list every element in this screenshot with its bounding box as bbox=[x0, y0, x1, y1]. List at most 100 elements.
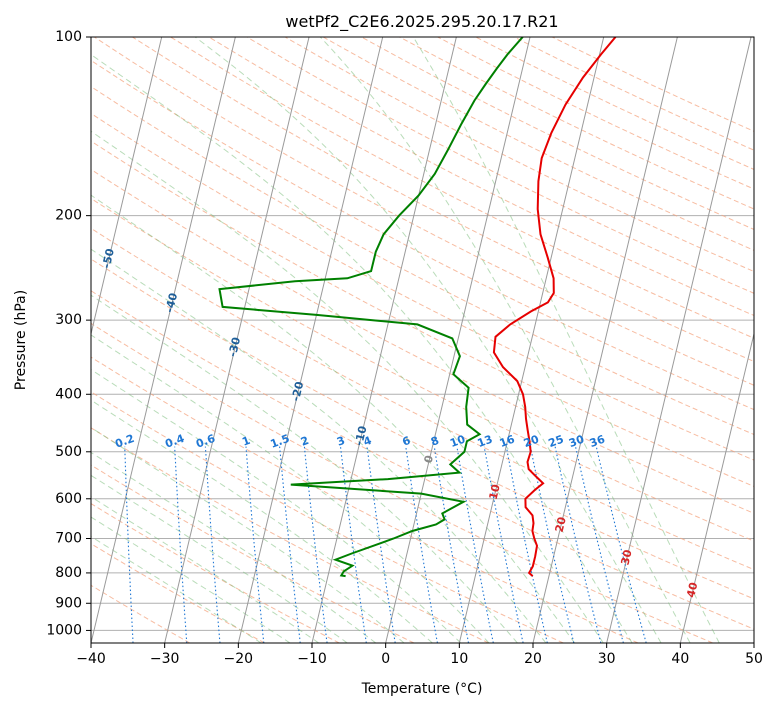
isotherm-line bbox=[237, 37, 384, 643]
mixing-ratio-label: 2 bbox=[299, 434, 311, 449]
moist-adiabat bbox=[91, 516, 291, 643]
isotherm-label: -30 bbox=[226, 336, 243, 359]
mixing-ratio-line bbox=[204, 446, 221, 643]
isotherm-label: 30 bbox=[618, 548, 634, 566]
mixing-ratio-line bbox=[366, 446, 396, 643]
isotherm-label: -20 bbox=[289, 380, 306, 403]
isotherm-label: -10 bbox=[352, 424, 369, 447]
isotherm-line bbox=[606, 37, 752, 643]
moist-adiabat bbox=[319, 37, 691, 643]
dry-adiabat bbox=[91, 464, 415, 643]
chart-title: wetPf2_C2E6.2025.295.20.17.R21 bbox=[285, 12, 558, 32]
isotherm-line bbox=[458, 37, 605, 643]
background-grid bbox=[91, 37, 754, 643]
isotherm-line bbox=[532, 37, 678, 643]
dry-adiabat bbox=[551, 37, 754, 132]
isotherm-line bbox=[91, 37, 163, 336]
dry-adiabat bbox=[91, 290, 754, 630]
mixing-ratio-line bbox=[279, 446, 301, 643]
y-tick-label: 200 bbox=[55, 208, 82, 224]
mixing-ratio-line bbox=[339, 446, 367, 643]
dry-adiabat bbox=[91, 427, 489, 643]
temperature-line bbox=[492, 37, 617, 577]
mixing-ratio-label: 16 bbox=[498, 432, 517, 450]
isotherm-label: 40 bbox=[684, 581, 700, 599]
mixing-ratio-label: 20 bbox=[522, 432, 541, 450]
dry-adiabat bbox=[246, 37, 754, 294]
x-tick-label: 40 bbox=[671, 651, 689, 667]
mixing-ratio-line bbox=[124, 446, 134, 643]
moist-adiabat bbox=[91, 294, 518, 643]
dry-adiabat bbox=[94, 37, 754, 386]
x-tick-label: 30 bbox=[598, 651, 616, 667]
plot-frame bbox=[90, 36, 755, 644]
y-tick-label: 1000 bbox=[46, 622, 82, 638]
moist-adiabat bbox=[194, 37, 662, 643]
mixing-ratio-label: 0.6 bbox=[194, 432, 217, 451]
y-tick-label: 700 bbox=[55, 531, 82, 547]
dry-adiabat bbox=[437, 37, 754, 190]
isotherm-label: 0 bbox=[422, 454, 437, 465]
x-tick-label: −40 bbox=[76, 651, 106, 667]
x-tick-label: −20 bbox=[224, 651, 254, 667]
moist-adiabat bbox=[91, 194, 575, 643]
mixing-ratio-label: 3 bbox=[335, 434, 347, 449]
mixing-ratio-label: 10 bbox=[448, 432, 467, 450]
mixing-ratio-line bbox=[433, 446, 470, 643]
mixing-ratio-line bbox=[245, 446, 265, 643]
mixing-ratio-line bbox=[303, 446, 328, 643]
isotherm-label: 20 bbox=[553, 515, 569, 533]
isotherm-line bbox=[91, 37, 236, 643]
moist-adiabat bbox=[91, 334, 490, 643]
moist-adiabat bbox=[91, 130, 604, 643]
mixing-ratio-label: 1 bbox=[240, 434, 252, 449]
mixing-ratio-line bbox=[505, 446, 548, 643]
y-tick-label: 300 bbox=[55, 312, 82, 328]
y-axis-label: Pressure (hPa) bbox=[13, 290, 29, 390]
mixing-ratio-label: 8 bbox=[429, 434, 441, 449]
moist-adiabat bbox=[412, 37, 720, 643]
isoline-labels: -100-90-80-70-60-50-40-30-20-10010203040… bbox=[37, 203, 701, 599]
dry-adiabat bbox=[132, 37, 754, 362]
y-tick-label: 500 bbox=[55, 444, 82, 460]
y-tick-label: 800 bbox=[55, 565, 82, 581]
x-tick-label: 50 bbox=[745, 651, 763, 667]
moist-adiabat bbox=[91, 426, 405, 643]
dewpoint-line bbox=[218, 37, 524, 578]
y-tick-label: 400 bbox=[55, 386, 82, 402]
isotherm-line bbox=[311, 37, 457, 643]
moist-adiabat bbox=[91, 535, 262, 643]
x-tick-label: 0 bbox=[381, 651, 390, 667]
mixing-ratio-label: 6 bbox=[401, 434, 413, 449]
mixing-ratio-label: 0.4 bbox=[163, 432, 186, 451]
isotherm-label: -60 bbox=[37, 203, 54, 226]
moist-adiabat bbox=[91, 53, 633, 643]
profile-lines bbox=[218, 37, 617, 578]
isotherm-label: 10 bbox=[487, 483, 503, 501]
x-axis-label: Temperature (°C) bbox=[361, 681, 483, 697]
moist-adiabat bbox=[91, 368, 462, 643]
mixing-ratio-label: 13 bbox=[476, 433, 495, 450]
moist-adiabat bbox=[91, 451, 377, 643]
mixing-ratio-line bbox=[405, 446, 438, 643]
mixing-ratio-label: 36 bbox=[588, 432, 607, 450]
x-tick-label: −10 bbox=[297, 651, 327, 667]
x-tick-label: −30 bbox=[150, 651, 180, 667]
y-tick-label: 100 bbox=[55, 29, 82, 45]
dry-adiabat bbox=[91, 86, 754, 436]
isotherm-label: -40 bbox=[163, 291, 180, 314]
isotherm-line bbox=[753, 640, 754, 643]
y-tick-label: 900 bbox=[55, 595, 82, 611]
isotherm-line bbox=[385, 37, 531, 643]
dry-adiabat bbox=[170, 37, 754, 339]
mixing-ratio-line bbox=[554, 446, 602, 643]
mixing-ratio-line bbox=[483, 446, 524, 643]
dry-adiabat bbox=[91, 391, 564, 643]
y-tick-label: 600 bbox=[55, 491, 82, 507]
dry-adiabat bbox=[399, 37, 754, 210]
dry-adiabat bbox=[91, 584, 191, 643]
dry-adiabat bbox=[91, 503, 340, 643]
dry-adiabat bbox=[91, 112, 754, 461]
moist-adiabat bbox=[91, 399, 433, 643]
